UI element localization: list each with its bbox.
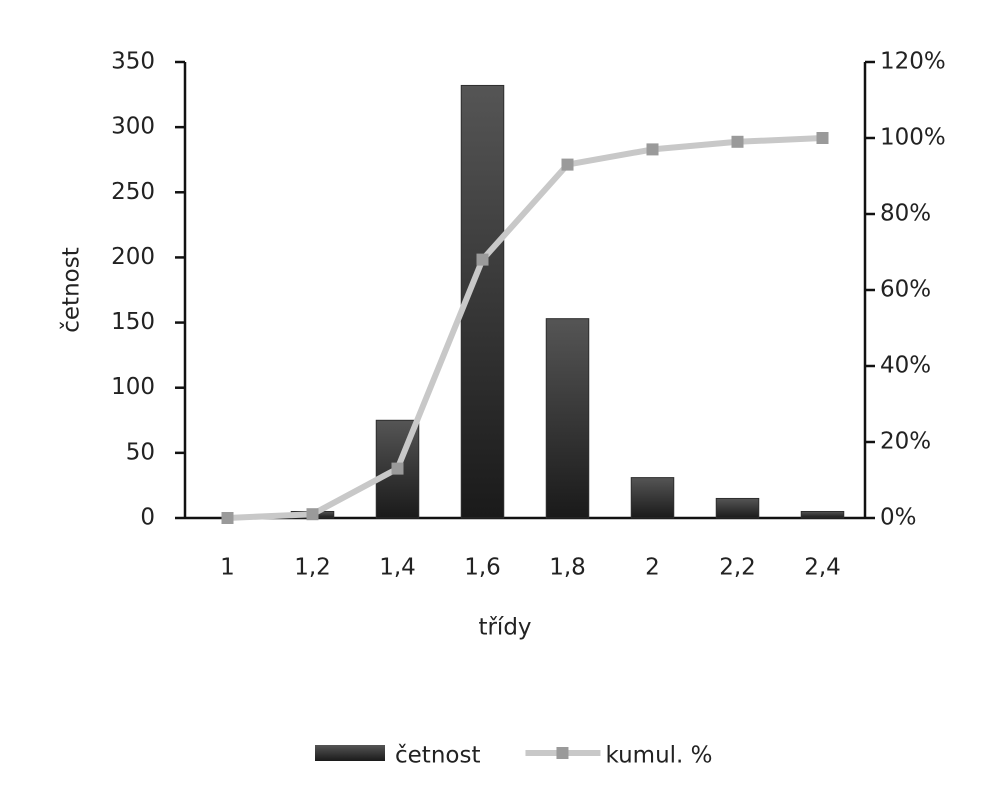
- y2-tick-label: 40%: [880, 353, 931, 379]
- y2-tick-label: 120%: [880, 49, 946, 75]
- y-tick-label: 50: [126, 439, 155, 465]
- y2-tick-label: 80%: [880, 201, 931, 227]
- y-tick-label: 150: [111, 309, 155, 335]
- legend-swatch: [315, 745, 385, 761]
- y-tick-label: 0: [140, 505, 155, 531]
- x-tick-label: 1,4: [379, 555, 416, 581]
- y-tick-label: 100: [111, 374, 155, 400]
- y-tick-label: 200: [111, 244, 155, 270]
- legend-label: četnost: [395, 743, 480, 769]
- line-marker: [561, 158, 574, 171]
- y-tick-label: 300: [111, 114, 155, 140]
- x-tick-label: 2,2: [719, 555, 756, 581]
- line-marker: [391, 462, 404, 475]
- line-marker: [221, 512, 234, 524]
- bar: [715, 497, 760, 519]
- y2-tick-label: 20%: [880, 429, 931, 455]
- line: [227, 135, 823, 521]
- legend-label: kumul. %: [605, 743, 712, 769]
- line-marker: [731, 135, 744, 148]
- x-tick-label: 1,8: [549, 555, 586, 581]
- bar: [630, 477, 675, 519]
- y-tick-label: 350: [111, 49, 155, 75]
- bar: [545, 318, 590, 519]
- bar: [800, 510, 845, 519]
- y2-tick-label: 100%: [880, 125, 946, 151]
- x-tick-label: 1: [220, 555, 235, 581]
- x-axis-title: třídy: [478, 615, 531, 641]
- line-marker: [816, 132, 829, 144]
- line-marker: [646, 143, 659, 156]
- y2-tick-label: 0%: [880, 505, 917, 531]
- x-tick-label: 2,4: [804, 555, 841, 581]
- line-marker: [306, 508, 319, 521]
- y-tick-label: 250: [111, 179, 155, 205]
- x-tick-label: 1,6: [464, 555, 501, 581]
- x-tick-label: 2: [645, 555, 660, 581]
- x-tick-label: 1,2: [294, 555, 331, 581]
- y-axis-title: četnost: [59, 247, 85, 332]
- line-marker: [476, 253, 489, 266]
- legend-marker: [556, 747, 569, 759]
- y2-tick-label: 60%: [880, 277, 931, 303]
